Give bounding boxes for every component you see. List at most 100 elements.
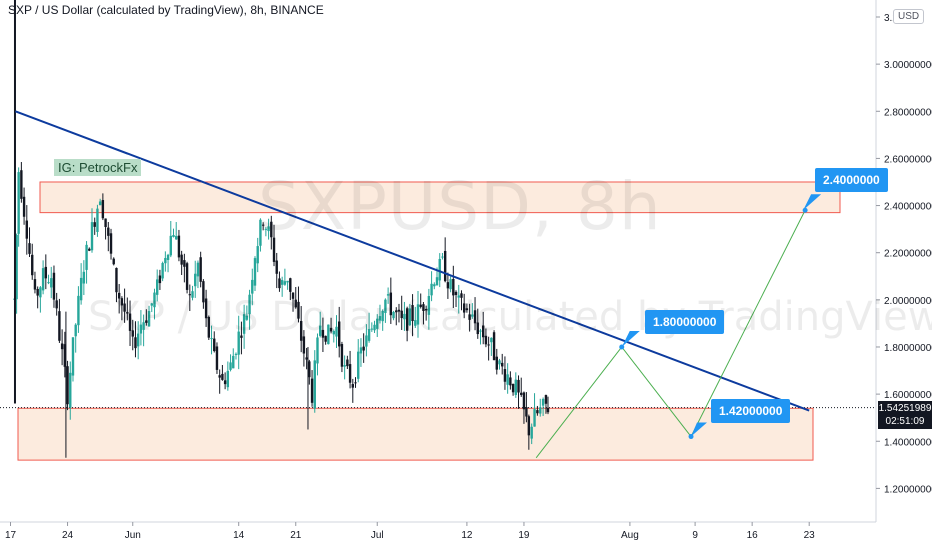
candle-body (207, 316, 211, 338)
candle-body (446, 282, 450, 289)
candle-body (147, 311, 151, 327)
candle-body (20, 170, 23, 199)
price-tick-label: 2.20000000 (884, 249, 932, 260)
target-dot (802, 207, 808, 213)
candle-body (452, 279, 455, 296)
candle-body (386, 294, 390, 296)
candle-body (240, 335, 243, 338)
candle-body (77, 295, 80, 326)
target-label-3: 2.4000000 (815, 168, 888, 192)
time-tick-label: Jul (371, 530, 384, 541)
candle-body (506, 374, 509, 385)
candle-body (348, 364, 352, 383)
candle-body (112, 258, 115, 265)
candle-body (294, 299, 297, 308)
time-tick-label: 21 (290, 530, 302, 541)
candle-body (484, 335, 488, 345)
bar-countdown: 02:51:09 (885, 416, 925, 427)
candle-body (66, 366, 69, 405)
candle-body (492, 332, 496, 361)
candle-body (234, 353, 238, 355)
candle-body (381, 310, 384, 322)
candle-body (335, 326, 338, 337)
candle-body (221, 373, 224, 380)
candle-body (465, 308, 469, 311)
candle-body (226, 370, 230, 388)
candle-body (242, 314, 246, 334)
candle-body (501, 362, 504, 367)
candle-body (52, 272, 56, 300)
candle-body (210, 338, 213, 340)
candle-body (340, 344, 344, 367)
candle-body (74, 324, 77, 337)
candle-body (302, 336, 306, 354)
candle-body (58, 311, 61, 341)
candle-body (185, 263, 189, 290)
candle-body (411, 305, 414, 322)
candle-body (175, 236, 178, 240)
time-tick-label: 24 (62, 530, 74, 541)
candle-body (15, 234, 18, 300)
candle-body (41, 268, 45, 291)
candle-body (490, 337, 493, 343)
candle-body (457, 295, 460, 298)
candle-body (69, 372, 72, 408)
candle-body (278, 278, 281, 289)
candle-body (120, 298, 124, 306)
candle-body (433, 284, 436, 287)
candle-body (476, 322, 479, 335)
candle-body (191, 291, 194, 298)
candle-body (351, 384, 354, 388)
candle-body (107, 227, 110, 236)
candle-body (169, 235, 172, 256)
candle-body (196, 262, 200, 277)
candle-body (324, 335, 327, 342)
candle-body (36, 288, 39, 296)
price-tick-label: 2.00000000 (884, 296, 932, 307)
candle-body (183, 260, 186, 267)
time-tick-label: 14 (233, 530, 245, 541)
candle-body (297, 301, 300, 319)
candle-body (232, 355, 235, 369)
time-tick-label: Aug (621, 530, 639, 541)
watermark-symbol: SXPUSD, 8h (258, 168, 662, 245)
candle-body (98, 201, 102, 206)
candle-body (93, 222, 96, 227)
target-label-1: 1.80000000 (645, 310, 725, 334)
price-tick-label: 2.60000000 (884, 154, 932, 165)
candle-body (259, 219, 262, 246)
candle-body (101, 200, 105, 219)
candle-body (156, 279, 159, 295)
candle-body (275, 260, 278, 274)
target-label-2: 1.42000000 (711, 399, 791, 423)
price-tick-label: 1.80000000 (884, 343, 932, 354)
candle-body (283, 281, 287, 285)
candle-body (403, 313, 406, 320)
candle-body (134, 337, 137, 349)
candle-body (310, 378, 314, 403)
descending-trendline (15, 110, 810, 412)
author-tag: IG: PetrockFx (54, 159, 142, 176)
supply-zone (39, 181, 841, 214)
candle-body (370, 328, 374, 330)
target-pointer-2 (691, 422, 708, 437)
candle-body (362, 346, 365, 351)
candle-body (109, 233, 113, 254)
candle-body (82, 271, 86, 284)
candle-body (395, 310, 398, 313)
candle-body (123, 303, 126, 312)
candle-body (267, 226, 270, 232)
watermark-description: SXP / US Dollar (calculated by TradingVi… (88, 294, 932, 340)
candle-body (153, 292, 156, 308)
candle-body (104, 218, 107, 228)
price-tick-label: 3.00000000 (884, 60, 932, 71)
currency-badge[interactable]: USD (893, 9, 925, 24)
candle-body (422, 304, 425, 311)
candle-body (511, 383, 515, 393)
candle-body (194, 273, 197, 287)
time-tick-label: 17 (5, 530, 17, 541)
candle-body (28, 243, 31, 254)
candle-body (166, 254, 170, 260)
candle-body (202, 281, 205, 303)
